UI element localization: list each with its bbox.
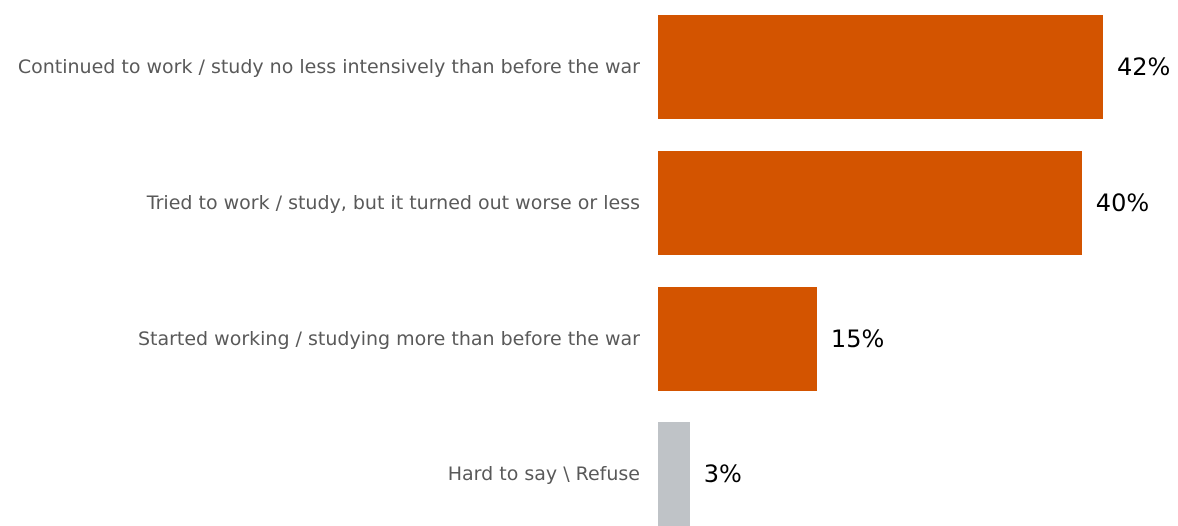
value-label: 3%	[703, 460, 742, 488]
bar	[658, 287, 817, 391]
bar	[658, 422, 690, 526]
value-label: 42%	[1117, 53, 1171, 81]
category-label: Hard to say \ Refuse	[447, 463, 640, 485]
category-label: Continued to work / study no less intens…	[17, 56, 640, 78]
value-label: 15%	[830, 325, 885, 353]
value-label: 40%	[1095, 189, 1150, 217]
category-label: Tried to work / study, but it turned out…	[146, 192, 640, 214]
category-label: Started working / studying more than bef…	[137, 328, 640, 350]
bar	[658, 15, 1103, 119]
bar	[658, 151, 1082, 255]
